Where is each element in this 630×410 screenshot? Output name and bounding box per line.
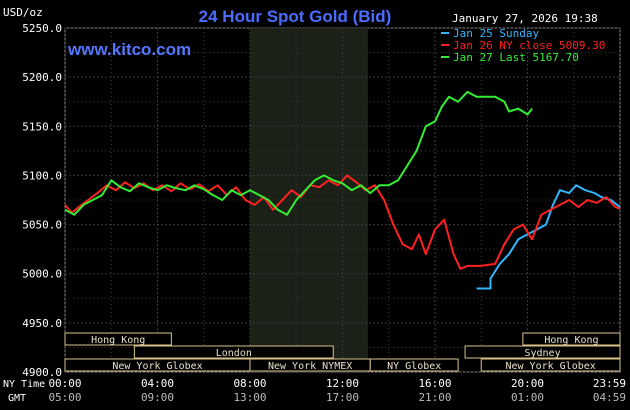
y-tick-label: 4900.0	[22, 366, 62, 379]
gmt-tick: 09:00	[141, 391, 174, 404]
y-tick-label: 4950.0	[22, 317, 62, 330]
session-box: London	[133, 345, 334, 359]
session-label: New York Globex	[112, 361, 202, 372]
session-box: New York NYMEX	[249, 358, 371, 372]
x-tick-labels: 00:00 04:00 08:00 12:00 16:00 20:00 23:59 05:00…	[48, 377, 626, 404]
session-label: Hong Kong	[544, 335, 598, 346]
gmt-tick: 04:59	[593, 391, 626, 404]
gmt-tick: 21:00	[418, 391, 451, 404]
y-tick-label: 5250.0	[22, 22, 62, 35]
gmt-tick: 01:00	[511, 391, 544, 404]
ny-time-tick: 16:00	[418, 377, 451, 390]
session-box: Hong Kong	[522, 332, 621, 346]
price-series	[64, 90, 621, 290]
series-line	[64, 90, 533, 216]
session-rect	[480, 358, 621, 372]
legend-label: Jan 27 Last 5167.70	[453, 51, 579, 64]
session-label: New York Globex	[505, 361, 595, 372]
y-tick-label: 5100.0	[22, 169, 62, 182]
ny-time-tick: 00:00	[48, 377, 81, 390]
gmt-tick: 05:00	[48, 391, 81, 404]
series-line	[476, 184, 621, 290]
session-box: NY Globex	[369, 358, 459, 372]
y-tick-label: 5000.0	[22, 268, 62, 281]
session-label: Sydney	[524, 348, 560, 359]
market-sessions: Hong Kong London New York Globex New York N…	[64, 332, 621, 372]
legend-label: Jan 26 NY close 5009.30	[453, 39, 605, 52]
chart-title: 24 Hour Spot Gold (Bid)	[199, 7, 392, 26]
session-box: New York Globex	[64, 358, 251, 372]
ny-time-tick: 20:00	[511, 377, 544, 390]
grid-lines	[64, 27, 621, 373]
y-tick-labels: 5250.0 5200.0 5150.0 5100.0 5050.0 5000.0 4950…	[22, 22, 62, 379]
session-rect	[369, 358, 459, 372]
session-label: London	[216, 348, 252, 359]
session-rect	[464, 345, 621, 359]
session-box: Hong Kong	[64, 332, 172, 346]
gmt-tick: 13:00	[233, 391, 266, 404]
ny-time-label: NY Time	[3, 379, 45, 390]
legend-entry: Jan 27 Last 5167.70	[441, 51, 579, 64]
legend-label: Jan 25 Sunday	[453, 27, 539, 40]
session-rect	[522, 332, 621, 346]
y-tick-label: 5200.0	[22, 71, 62, 84]
session-label: NY Globex	[387, 361, 441, 372]
legend-entry: Jan 25 Sunday	[441, 27, 539, 40]
units-label: USD/oz	[3, 6, 43, 19]
timestamp: January 27, 2026 19:38	[452, 12, 598, 25]
session-label: Hong Kong	[91, 335, 145, 346]
session-label: New York NYMEX	[268, 361, 352, 372]
ny-time-tick: 12:00	[326, 377, 359, 390]
watermark-url: www.kitco.com	[67, 40, 191, 59]
y-tick-label: 5150.0	[22, 120, 62, 133]
session-box: New York Globex	[480, 358, 621, 372]
gmt-label: GMT	[8, 393, 26, 404]
ny-time-tick: 04:00	[141, 377, 174, 390]
session-rect	[64, 332, 172, 346]
session-box: Sydney	[464, 345, 621, 359]
session-rect	[133, 345, 334, 359]
y-tick-label: 5050.0	[22, 219, 62, 232]
ny-time-tick: 08:00	[233, 377, 266, 390]
gmt-tick: 17:00	[326, 391, 359, 404]
ny-time-tick: 23:59	[593, 377, 626, 390]
legend-entry: Jan 26 NY close 5009.30	[441, 39, 605, 52]
